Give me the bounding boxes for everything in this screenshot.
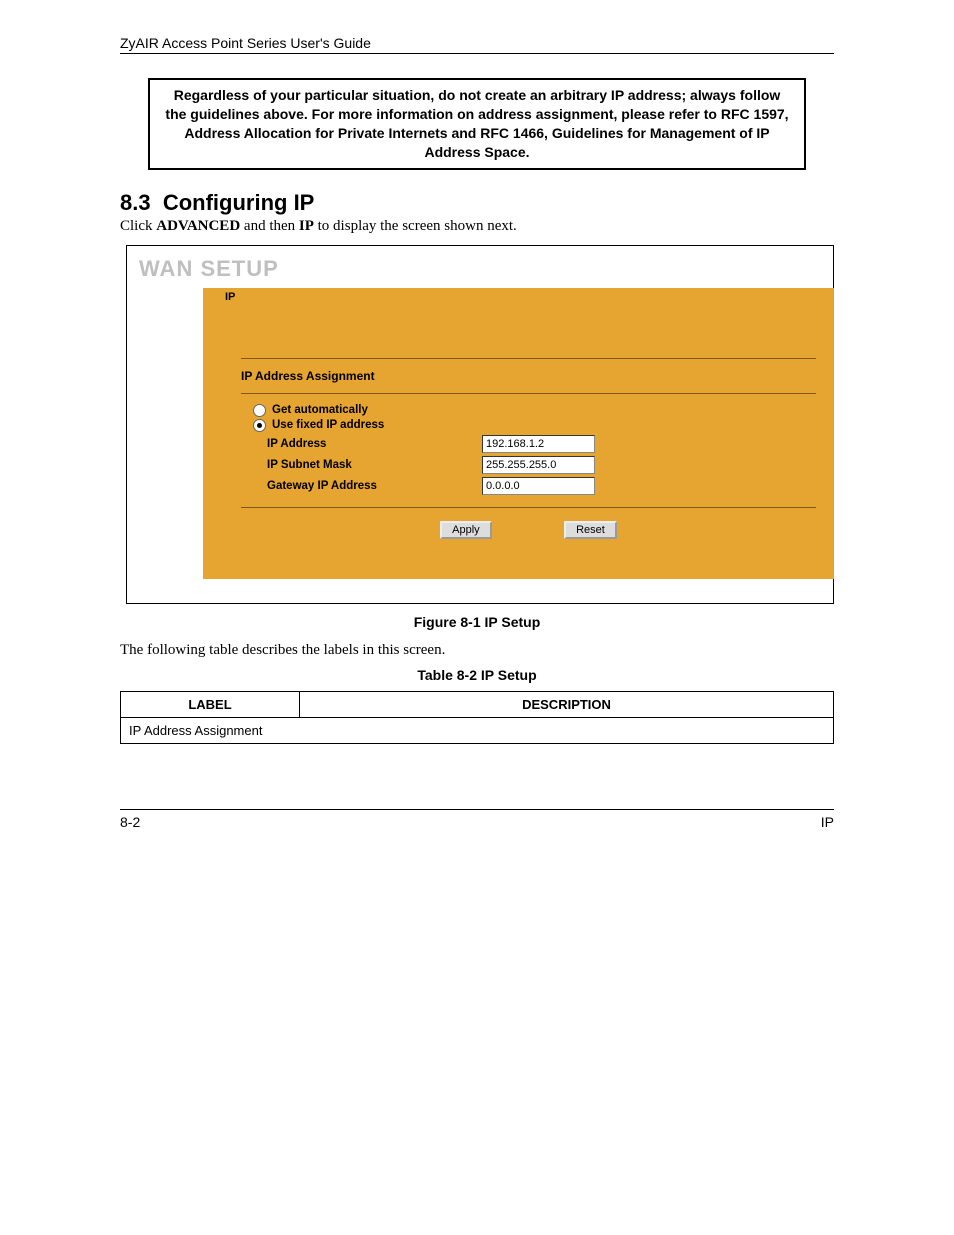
doc-header: ZyAIR Access Point Series User's Guide xyxy=(120,35,834,54)
gateway-ip-input[interactable] xyxy=(482,477,595,495)
page-number: 8-2 xyxy=(120,814,140,830)
table-intro: The following table describes the labels… xyxy=(120,642,834,659)
subnet-mask-label: IP Subnet Mask xyxy=(253,459,482,471)
section-number: 8.3 xyxy=(120,190,151,215)
window-title: WAN SETUP xyxy=(139,256,821,282)
intro-text: to display the screen shown next. xyxy=(314,218,517,234)
figure-caption: Figure 8-1 IP Setup xyxy=(120,614,834,630)
radio-icon xyxy=(253,419,266,432)
ip-setup-table: LABEL DESCRIPTION IP Address Assignment xyxy=(120,691,834,744)
subnet-mask-input[interactable] xyxy=(482,456,595,474)
reset-button[interactable]: Reset xyxy=(564,521,617,539)
ip-address-label: IP Address xyxy=(253,438,482,450)
table-cell: IP Address Assignment xyxy=(121,717,834,743)
table-header-row: LABEL DESCRIPTION xyxy=(121,691,834,717)
doc-footer: 8-2 IP xyxy=(120,809,834,830)
table-row: IP Address Assignment xyxy=(121,717,834,743)
radio-use-fixed-ip[interactable]: Use fixed IP address xyxy=(253,419,816,432)
section-title: Configuring IP xyxy=(163,190,315,215)
divider xyxy=(241,358,816,359)
radio-label: Get automatically xyxy=(272,404,368,416)
callout-box: Regardless of your particular situation,… xyxy=(148,78,806,170)
section-heading: 8.3 Configuring IP xyxy=(120,190,834,216)
radio-get-automatically[interactable]: Get automatically xyxy=(253,404,816,417)
radio-icon xyxy=(253,404,266,417)
intro-bold-ip: IP xyxy=(299,218,314,234)
footer-section: IP xyxy=(821,814,834,830)
intro-bold-advanced: ADVANCED xyxy=(156,218,240,234)
apply-button[interactable]: Apply xyxy=(440,521,492,539)
ip-address-input[interactable] xyxy=(482,435,595,453)
radio-label: Use fixed IP address xyxy=(272,419,384,431)
section-intro: Click ADVANCED and then IP to display th… xyxy=(120,218,834,235)
divider xyxy=(241,393,816,394)
gateway-ip-label: Gateway IP Address xyxy=(253,480,482,492)
intro-text: and then xyxy=(240,218,299,234)
table-header-label: LABEL xyxy=(121,691,300,717)
intro-text: Click xyxy=(120,218,156,234)
ip-assignment-label: IP Address Assignment xyxy=(241,369,816,383)
tab-ip[interactable]: IP xyxy=(213,288,247,306)
callout-text: Regardless of your particular situation,… xyxy=(164,86,790,162)
wan-setup-screenshot: WAN SETUP IP IP Address Assignment Get a… xyxy=(126,245,834,604)
divider xyxy=(241,507,816,508)
table-header-description: DESCRIPTION xyxy=(300,691,834,717)
ip-panel: IP IP Address Assignment Get automatical… xyxy=(203,288,834,579)
table-caption: Table 8-2 IP Setup xyxy=(120,667,834,683)
